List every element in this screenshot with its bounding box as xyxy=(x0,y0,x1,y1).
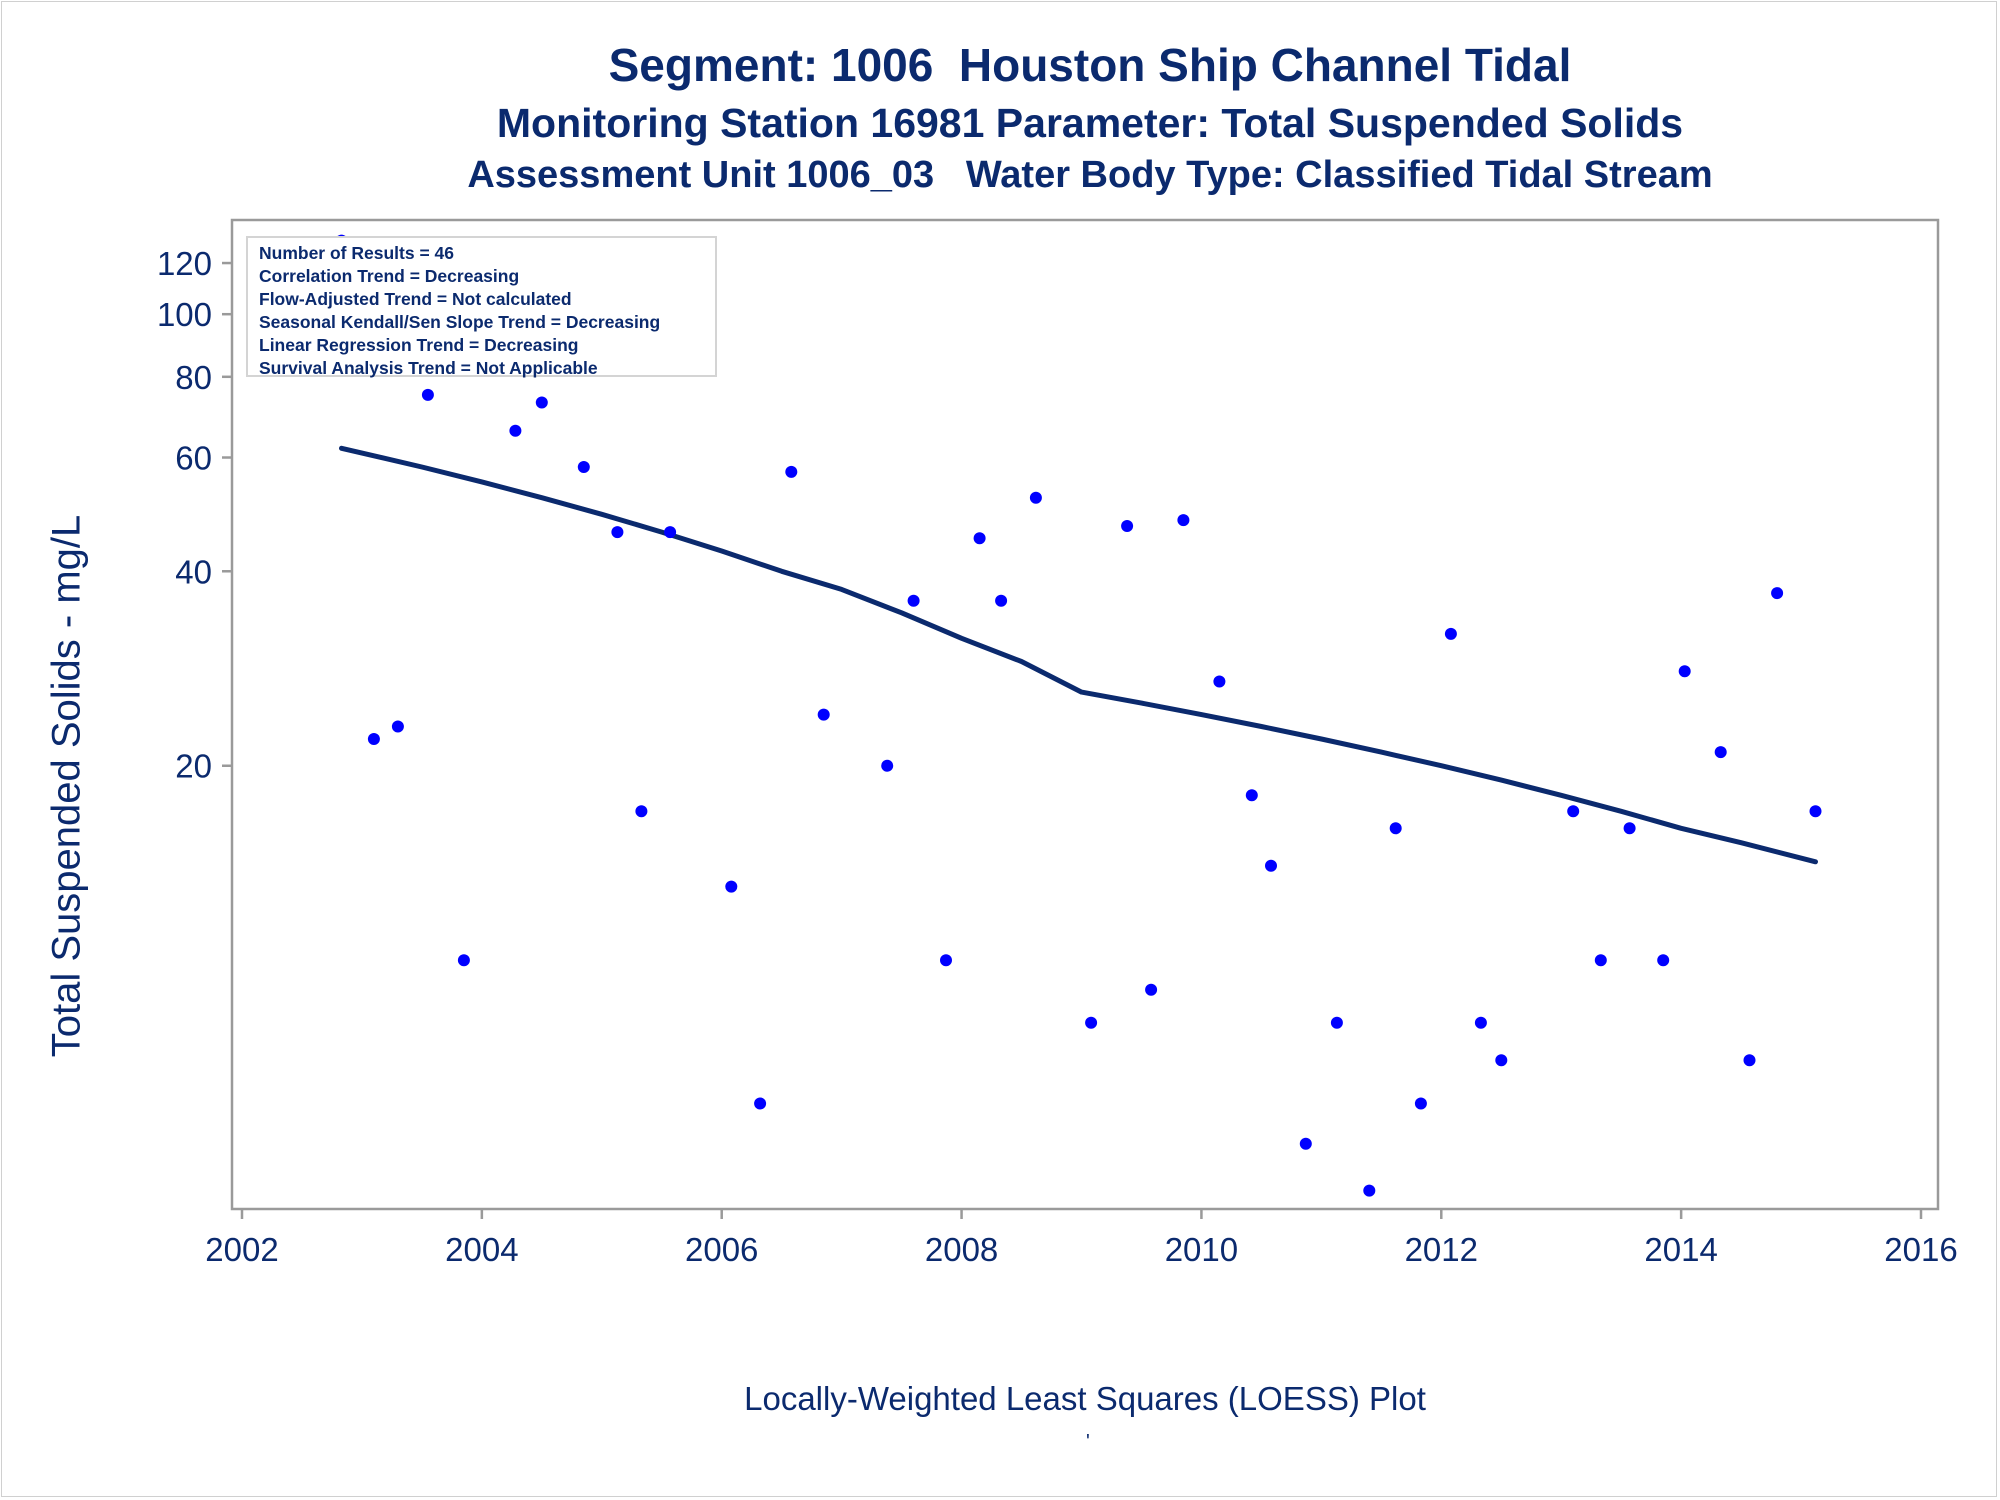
x-tick-label: 2004 xyxy=(445,1231,518,1268)
data-point xyxy=(509,424,522,437)
data-point xyxy=(940,954,952,967)
data-point xyxy=(577,461,590,473)
x-tick-label: 2010 xyxy=(1165,1231,1238,1268)
legend-line-survival-analysis: Survival Analysis Trend = Not Applicable xyxy=(259,358,598,378)
legend-line-flow-adjusted: Flow-Adjusted Trend = Not calculated xyxy=(259,289,572,309)
data-point xyxy=(1594,954,1607,967)
data-point xyxy=(1029,491,1042,504)
y-tick-label: 20 xyxy=(175,748,212,785)
x-tick-label: 2008 xyxy=(925,1231,998,1268)
data-point xyxy=(1678,665,1691,678)
data-point xyxy=(1414,1097,1427,1110)
y-tick-label: 40 xyxy=(175,553,212,590)
data-point xyxy=(391,720,404,733)
data-point xyxy=(1623,822,1636,835)
data-point xyxy=(1330,1016,1343,1029)
data-point xyxy=(1444,627,1457,640)
x-tick-label: 2002 xyxy=(205,1231,278,1268)
data-point xyxy=(1743,1054,1756,1067)
data-point xyxy=(725,880,738,893)
legend-line-correlation: Correlation Trend = Decreasing xyxy=(259,266,520,286)
x-tick-label: 2016 xyxy=(1884,1231,1957,1268)
data-point xyxy=(907,594,920,607)
chart-subtitle-2: Assessment Unit 1006_03 Water Body Type:… xyxy=(467,154,1713,196)
data-point xyxy=(1245,789,1258,802)
legend-line-seasonal-kendall: Seasonal Kendall/Sen Slope Trend = Decre… xyxy=(259,312,661,332)
legend-line-linear-regression: Linear Regression Trend = Decreasing xyxy=(259,335,579,355)
data-point xyxy=(1213,675,1226,688)
loess-line-group xyxy=(339,445,1818,865)
data-point xyxy=(1567,805,1580,818)
data-point xyxy=(1714,746,1727,759)
data-point xyxy=(1265,859,1277,872)
data-point xyxy=(611,526,624,539)
data-point xyxy=(817,708,830,721)
plot-footnote: Locally-Weighted Least Squares (LOESS) P… xyxy=(744,1380,1426,1417)
data-point xyxy=(1121,520,1134,532)
chart-subtitle: Monitoring Station 16981 Parameter: Tota… xyxy=(496,100,1684,146)
data-point xyxy=(421,388,434,401)
data-point xyxy=(754,1097,767,1110)
loess-line xyxy=(339,445,1818,865)
data-point xyxy=(1299,1137,1312,1150)
data-point xyxy=(1177,514,1190,527)
chart-title: Segment: 1006 Houston Ship Channel Tidal xyxy=(608,39,1572,91)
data-point xyxy=(457,954,470,967)
data-point xyxy=(1389,822,1402,835)
data-point xyxy=(995,594,1008,607)
data-point xyxy=(1145,983,1158,996)
x-tick-label: 2012 xyxy=(1405,1231,1478,1268)
data-point xyxy=(1495,1054,1508,1067)
data-point xyxy=(367,733,380,745)
data-point xyxy=(1363,1184,1376,1197)
trend-summary-box: Number of Results = 46 Correlation Trend… xyxy=(246,236,717,378)
legend-line-results: Number of Results = 46 xyxy=(259,243,454,263)
footnote-mark: ' xyxy=(1086,1431,1090,1453)
plot-area-border xyxy=(230,218,1940,1211)
data-points xyxy=(335,234,1822,1197)
data-point xyxy=(535,396,548,409)
data-point xyxy=(1657,954,1670,967)
y-tick-label: 60 xyxy=(175,440,212,477)
data-point xyxy=(785,465,798,478)
data-point xyxy=(1474,1016,1487,1029)
data-point xyxy=(1771,587,1784,600)
y-tick-label: 120 xyxy=(157,245,212,282)
x-tick-label: 2014 xyxy=(1644,1231,1717,1268)
y-tick-label: 80 xyxy=(175,359,212,396)
axes: 2002 2004 2006 2008 2010 2012 2014 2016 20 40 60 80… xyxy=(157,218,1958,1268)
data-point xyxy=(1809,805,1822,818)
data-point xyxy=(635,805,648,818)
y-tick-label: 100 xyxy=(157,296,212,333)
data-point xyxy=(973,532,986,545)
x-tick-label: 2006 xyxy=(685,1231,758,1268)
data-point xyxy=(1085,1016,1098,1029)
data-point xyxy=(881,759,894,772)
data-point xyxy=(664,526,677,539)
